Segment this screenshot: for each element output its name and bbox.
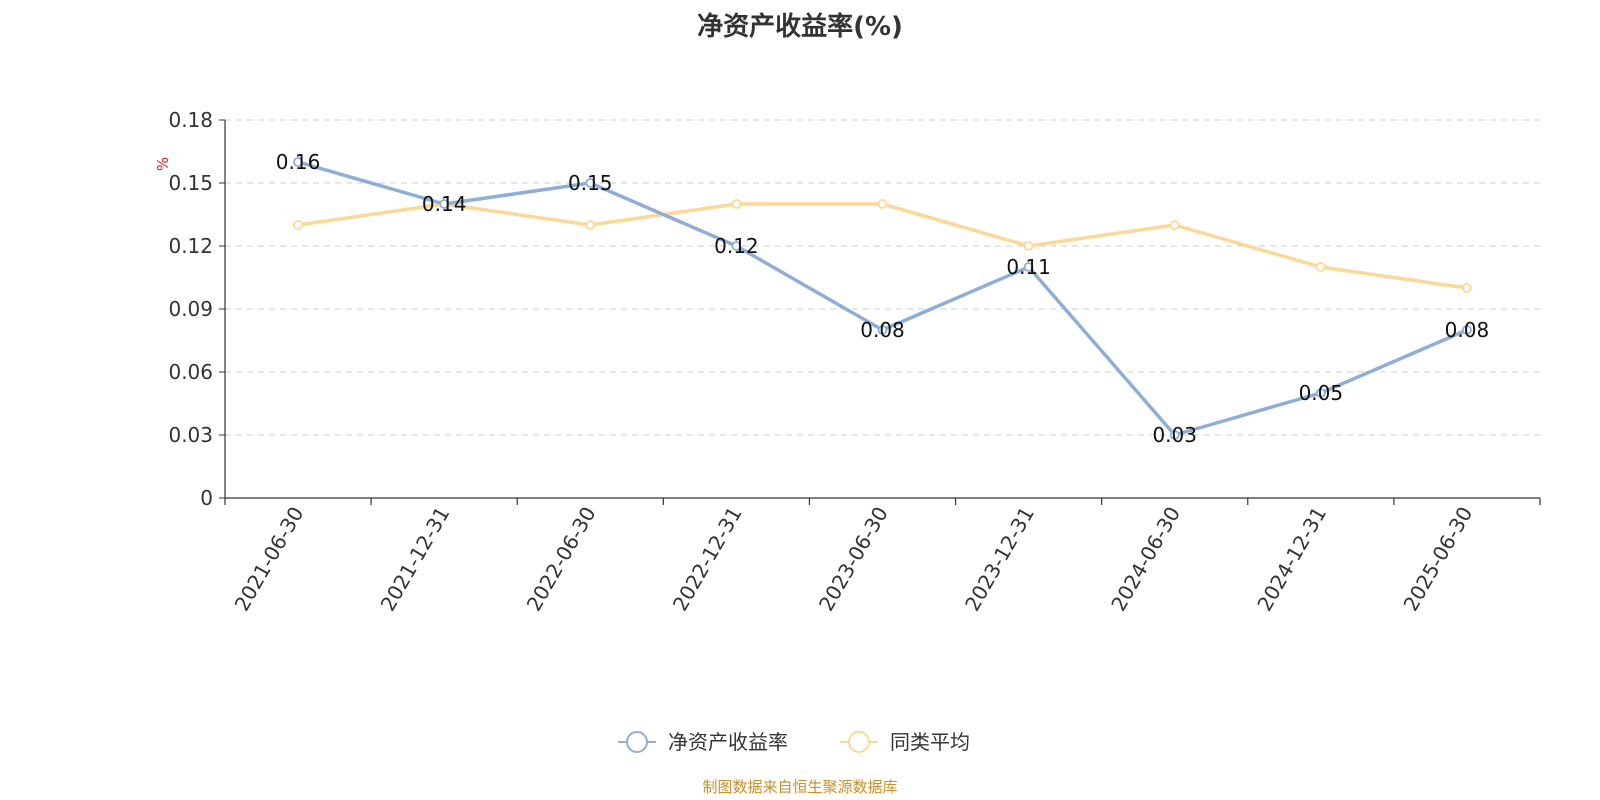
y-tick-label: 0.03	[168, 423, 213, 447]
data-point	[585, 178, 596, 188]
data-point	[731, 199, 742, 209]
legend-label: 同类平均	[890, 730, 970, 754]
y-tick-label: 0.09	[168, 297, 213, 321]
series-line-1	[297, 202, 1468, 290]
x-tick-label: 2023-06-30	[814, 503, 893, 616]
data-point	[1023, 241, 1034, 251]
x-tick-label: 2021-12-31	[376, 503, 455, 616]
legend-item-0: 净资产收益率	[618, 730, 788, 754]
data-point	[439, 199, 450, 209]
legend: 净资产收益率 同类平均	[618, 730, 970, 754]
x-tick-label: 2025-06-30	[1398, 503, 1477, 616]
x-tick-label: 2024-06-30	[1106, 503, 1185, 616]
data-point	[877, 199, 888, 209]
y-tick-label: 0.15	[168, 171, 213, 195]
x-tick-label: 2022-06-30	[522, 503, 601, 616]
data-point	[1169, 220, 1180, 230]
data-point	[1462, 283, 1472, 293]
data-point	[1462, 325, 1472, 335]
legend-swatch-marker	[626, 731, 648, 753]
data-point	[293, 157, 303, 167]
chart-title: 净资产收益率(%)	[697, 12, 903, 42]
data-label: 0.15	[568, 171, 613, 195]
data-label: 0.16	[276, 150, 321, 174]
legend-item-1: 同类平均	[840, 730, 970, 754]
data-point	[585, 220, 596, 230]
y-tick-label: 0	[200, 486, 213, 510]
data-labels: 0.16 0.14 0.15 0.12 0.08 0.11 0.03 0.05 0.08	[276, 150, 1489, 447]
x-tick-label: 2021-06-30	[229, 503, 308, 616]
y-tick-label: 0.18	[168, 108, 213, 132]
data-point	[1023, 262, 1034, 272]
x-tick-label: 2024-12-31	[1252, 503, 1331, 616]
data-label: 0.08	[860, 318, 905, 342]
y-tick-label: 0.06	[168, 360, 213, 384]
data-label: 0.08	[1445, 318, 1490, 342]
data-point	[1315, 262, 1326, 272]
data-label: 0.11	[1006, 255, 1051, 279]
source-note: 制图数据来自恒生聚源数据库	[702, 778, 898, 796]
x-tick-label: 2023-12-31	[960, 503, 1039, 616]
series	[293, 157, 1472, 440]
data-label: 0.14	[422, 192, 467, 216]
y-axis-unit-label: %	[154, 157, 172, 171]
data-label: 0.12	[714, 234, 759, 258]
data-label: 0.05	[1299, 381, 1344, 405]
data-label: 0.03	[1152, 423, 1197, 447]
data-point	[1315, 388, 1326, 398]
data-point	[877, 325, 888, 335]
data-point	[1169, 430, 1180, 440]
legend-label: 净资产收益率	[668, 730, 788, 754]
data-point	[293, 220, 303, 230]
legend-swatch-marker	[848, 731, 870, 753]
y-tick-label: 0.12	[168, 234, 213, 258]
x-tick-label: 2022-12-31	[668, 503, 747, 616]
data-point	[731, 241, 742, 251]
